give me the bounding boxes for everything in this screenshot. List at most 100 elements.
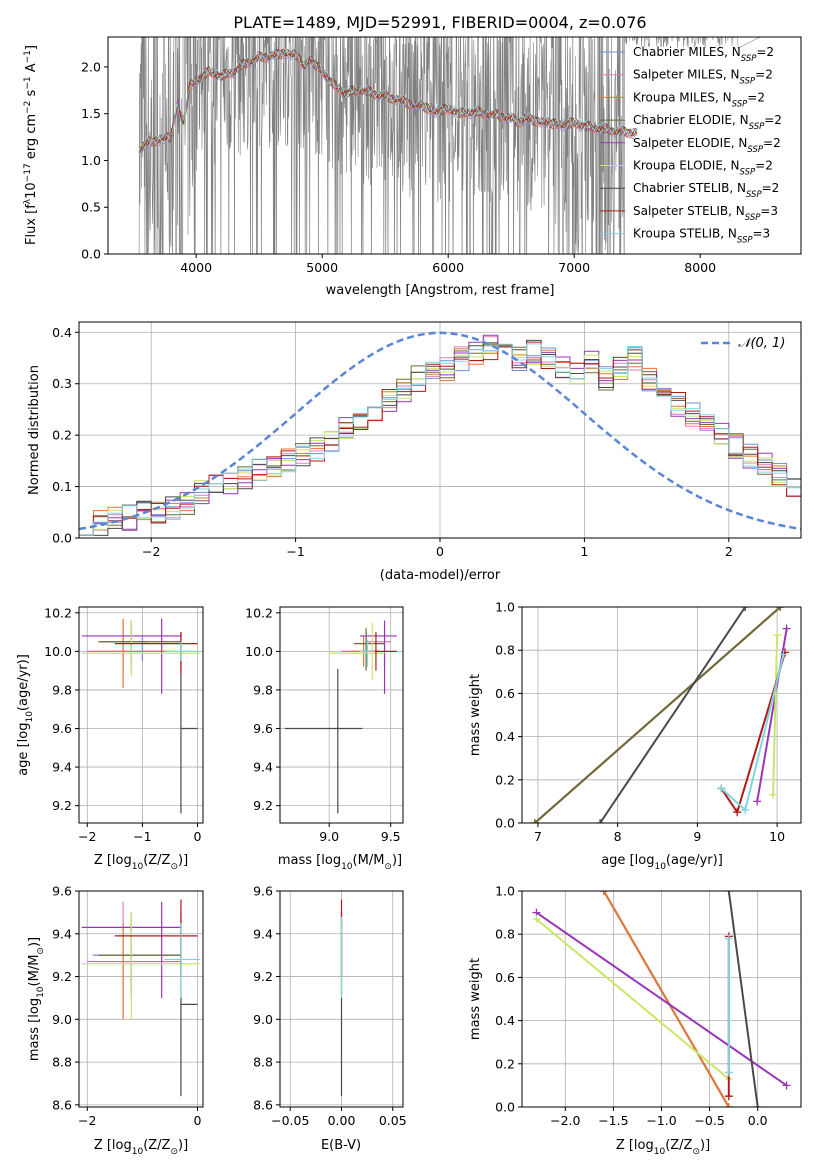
- y-tick-label: 0.4: [52, 325, 72, 340]
- legend-entry: Chabrier STELIB, NSSP=2: [633, 181, 779, 200]
- x-tick-label: 0: [194, 1113, 202, 1128]
- mass-vs-Z-panel: [79, 890, 203, 1107]
- weight-marker: [596, 819, 605, 823]
- histogram-ylabel: Normed distribution: [27, 365, 42, 495]
- weight-marker: [724, 1103, 733, 1107]
- weight-vs-age-xlabel: age [log10(age/yr)]: [601, 853, 723, 872]
- histogram-area: [79, 331, 801, 536]
- y-tick-label: 10.0: [44, 644, 72, 659]
- x-tick-label: 0.00: [328, 1113, 356, 1128]
- weight-marker: [717, 784, 726, 793]
- y-tick-label: 9.6: [253, 884, 273, 899]
- y-tick-label: 9.4: [52, 926, 72, 941]
- legend-entry: Chabrier MILES, NSSP=2: [633, 45, 774, 64]
- figure-title: PLATE=1489, MJD=52991, FIBERID=0004, z=0…: [233, 13, 646, 32]
- weight-vs-Z-lines: [532, 891, 791, 1107]
- x-tick-label: −2: [142, 544, 160, 559]
- weight-marker: [773, 631, 782, 640]
- legend-entry: Kroupa STELIB, NSSP=3: [633, 227, 770, 246]
- x-tick-label: −1.0: [646, 1113, 676, 1128]
- histogram-xlabel: (data-model)/error: [380, 568, 501, 583]
- y-tick-label: 1.5: [81, 106, 101, 121]
- x-tick-label: 0.0: [748, 1113, 768, 1128]
- x-tick-label: 9.0: [319, 829, 339, 844]
- x-tick-label: 1: [580, 544, 588, 559]
- weight-vs-age-frame: [521, 606, 802, 824]
- y-tick-label: 9.4: [52, 760, 72, 775]
- histogram-step: [79, 341, 801, 536]
- y-tick-label: 0.0: [495, 816, 515, 831]
- y-tick-label: 9.4: [253, 760, 273, 775]
- weight-vs-Z-xlabel: Z [log10(Z/Z⊙)]: [616, 1138, 710, 1157]
- x-tick-label: 0.05: [379, 1113, 407, 1128]
- x-tick-label: −0.5: [694, 1113, 724, 1128]
- model-line: [138, 47, 638, 152]
- y-tick-label: 9.2: [253, 798, 273, 813]
- weight-line: [602, 891, 730, 1107]
- weight-marker: [753, 797, 762, 806]
- y-tick-label: 0.8: [495, 927, 515, 942]
- x-tick-label: 7: [534, 829, 542, 844]
- y-tick-label: 0.0: [52, 531, 72, 546]
- weight-marker: [753, 1103, 762, 1107]
- y-tick-label: 0.0: [81, 247, 101, 262]
- y-tick-label: 10.2: [245, 605, 273, 620]
- x-tick-label: −1: [133, 829, 151, 844]
- x-tick-label: 8000: [684, 260, 716, 275]
- x-tick-label: 9.5: [381, 829, 401, 844]
- x-tick-label: 0: [194, 829, 202, 844]
- y-tick-label: 0.2: [495, 1056, 515, 1071]
- y-tick-label: 8.8: [253, 1055, 273, 1070]
- y-tick-label: 9.6: [52, 884, 72, 899]
- weight-marker: [776, 607, 785, 611]
- x-tick-label: −2: [78, 1113, 96, 1128]
- x-tick-label: 2: [725, 544, 733, 559]
- y-tick-label: 8.6: [253, 1097, 273, 1112]
- legend-entry: 𝒩(0, 1): [738, 336, 785, 351]
- histogram-step: [79, 334, 801, 536]
- y-tick-label: 0.1: [52, 479, 72, 494]
- y-tick-label: 0.6: [495, 686, 515, 701]
- normal-curve: [79, 331, 801, 531]
- mass-vs-Z-frame: [78, 890, 204, 1108]
- weight-line: [535, 911, 788, 1087]
- weight-line: [599, 607, 747, 823]
- age-vs-mass-points: [284, 620, 397, 814]
- model-line: [138, 48, 638, 149]
- x-tick-label: 9: [693, 829, 701, 844]
- y-tick-label: 9.0: [253, 1012, 273, 1027]
- y-tick-label: 9.2: [253, 969, 273, 984]
- weight-marker: [724, 891, 733, 895]
- x-tick-label: −2.0: [550, 1113, 580, 1128]
- weight-line: [727, 891, 759, 1107]
- y-tick-label: 0.4: [495, 1013, 515, 1028]
- x-tick-label: 4000: [180, 260, 212, 275]
- weight-marker: [532, 915, 541, 924]
- spectrum-legend: Chabrier MILES, NSSP=2 Salpeter MILES, NS…: [600, 45, 782, 246]
- y-tick-label: 2.0: [81, 59, 101, 74]
- observed-spectrum-tail: [624, 37, 761, 49]
- legend-entry: Chabrier ELODIE, NSSP=2: [633, 113, 782, 132]
- histogram-step: [79, 339, 801, 536]
- y-tick-label: 0.8: [495, 643, 515, 658]
- weight-marker: [733, 808, 742, 817]
- x-tick-label: −1.5: [598, 1113, 628, 1128]
- age-vs-Z-points: [81, 618, 201, 814]
- x-tick-label: 5000: [306, 260, 338, 275]
- weight-marker: [769, 790, 778, 799]
- spectrum-xlabel: wavelength [Angstrom, rest frame]: [326, 283, 555, 298]
- age-vs-mass-frame: [279, 606, 404, 824]
- weight-marker: [782, 624, 791, 633]
- mass-vs-Z-xlabel: Z [log10(Z/Z⊙)]: [94, 1138, 188, 1157]
- weight-marker: [782, 1081, 791, 1090]
- weight-marker: [724, 934, 733, 943]
- x-tick-label: −2: [78, 829, 96, 844]
- mass-vs-Z-points: [81, 899, 201, 1097]
- y-tick-label: 9.8: [253, 682, 273, 697]
- y-tick-label: 8.8: [52, 1055, 72, 1070]
- y-tick-label: 0.4: [495, 729, 515, 744]
- age-vs-Z-frame: [78, 606, 204, 824]
- histogram-step: [79, 344, 801, 536]
- x-tick-label: 8: [614, 829, 622, 844]
